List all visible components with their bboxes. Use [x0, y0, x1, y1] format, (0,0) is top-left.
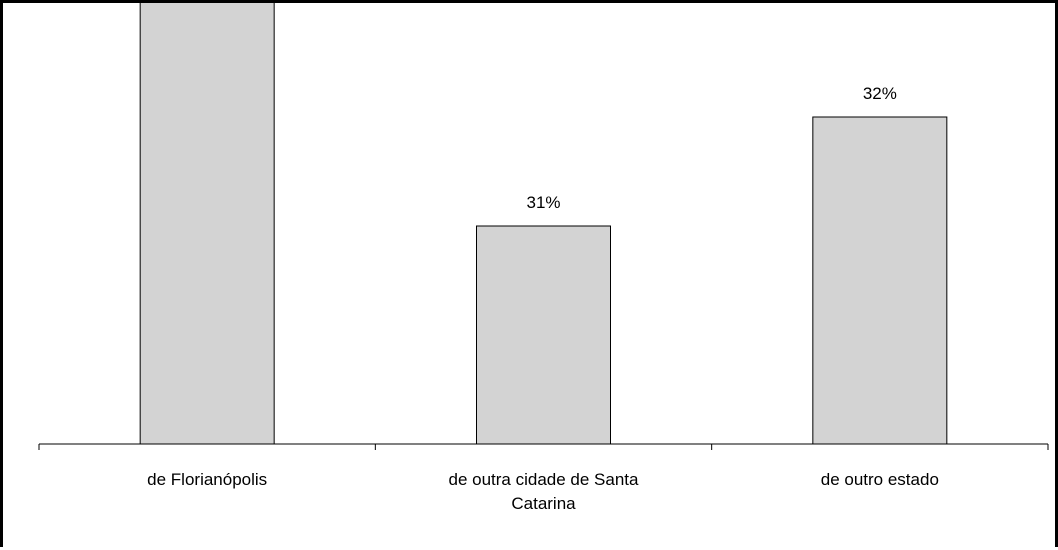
bar — [139, 3, 275, 445]
bar — [812, 116, 948, 445]
bars-layer — [139, 3, 948, 445]
category-label: de outro estado — [821, 470, 939, 489]
category-label: de Florianópolis — [147, 470, 267, 489]
data-label: 31% — [526, 193, 560, 212]
category-label: de outra cidade de Santa Catarina — [449, 470, 640, 513]
x-axis-ticks — [38, 444, 1049, 450]
data-label: 32% — [863, 84, 897, 103]
bar — [476, 225, 611, 445]
